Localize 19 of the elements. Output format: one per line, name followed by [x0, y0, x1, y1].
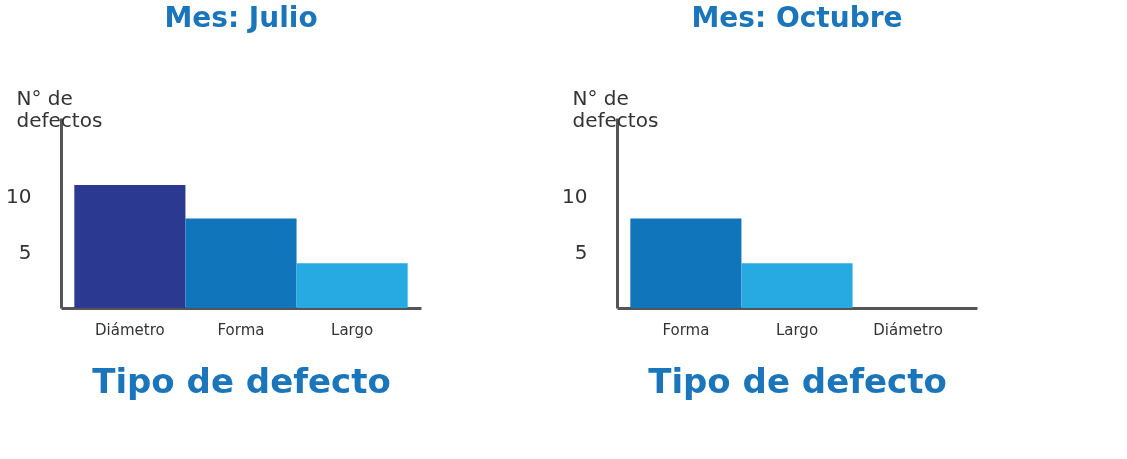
- y-tick-label: 5: [574, 239, 588, 264]
- x-tick-label: Forma: [662, 320, 710, 339]
- x-axis-title: Tipo de defecto: [648, 360, 947, 401]
- x-tick-label: Diámetro: [873, 320, 943, 339]
- chart-title: Mes: Julio: [164, 1, 318, 34]
- x-tick-label: Largo: [331, 320, 374, 339]
- y-axis-title: N° de defectos: [572, 85, 659, 132]
- y-tick-label: 5: [18, 239, 32, 264]
- chart-title: Mes: Octubre: [691, 1, 903, 34]
- y-axis-title: N° de defectos: [16, 85, 103, 132]
- x-tick-label: Diámetro: [95, 320, 165, 339]
- bar: [296, 263, 408, 308]
- x-tick-label: Forma: [217, 320, 265, 339]
- x-axis-title: Tipo de defecto: [92, 360, 391, 401]
- y-tick-label: 10: [6, 183, 32, 208]
- bar: [74, 185, 186, 308]
- bar: [185, 218, 297, 308]
- x-tick-label: Largo: [775, 320, 819, 339]
- y-tick-label: 10: [562, 183, 588, 208]
